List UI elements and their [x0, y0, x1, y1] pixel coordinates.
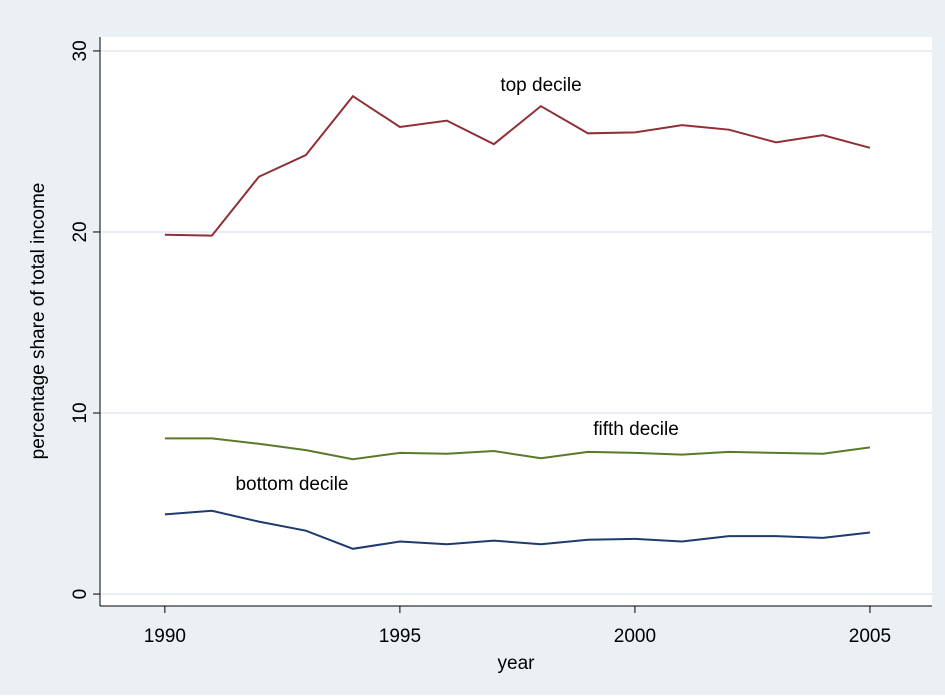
x-tick-label: 2005 — [849, 626, 891, 647]
plot-background — [100, 37, 932, 606]
series-label: bottom decile — [235, 474, 348, 495]
y-axis-title: percentage share of total income — [28, 183, 49, 460]
x-tick-label: 1995 — [379, 626, 421, 647]
x-axis-title: year — [498, 653, 536, 674]
series-line — [164, 437, 871, 461]
series-label: top decile — [500, 75, 581, 96]
x-tick-label: 2000 — [614, 626, 656, 647]
series-line — [164, 509, 871, 550]
y-tick-label: 30 — [70, 40, 91, 61]
y-tick-label: 20 — [70, 221, 91, 242]
y-tick-label: 10 — [70, 402, 91, 423]
series-line — [164, 94, 871, 237]
y-tick-label: 0 — [70, 589, 91, 600]
series-label: fifth decile — [593, 419, 679, 440]
x-tick-label: 1990 — [144, 626, 186, 647]
